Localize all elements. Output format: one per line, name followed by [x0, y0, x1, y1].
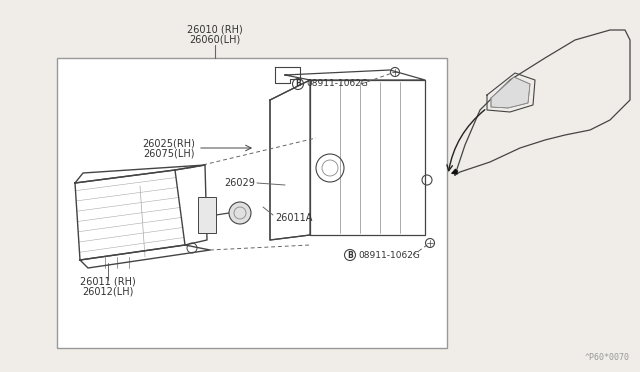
Text: 26029: 26029: [224, 178, 255, 188]
Bar: [198, 197, 216, 233]
Text: B: B: [295, 80, 301, 89]
Text: 26075(LH): 26075(LH): [143, 148, 195, 158]
Text: 08911-1062G: 08911-1062G: [306, 80, 368, 89]
Polygon shape: [491, 77, 530, 108]
Text: 26025(RH): 26025(RH): [142, 138, 195, 148]
Text: 26011A: 26011A: [275, 213, 312, 223]
Text: 26011 (RH): 26011 (RH): [80, 277, 136, 287]
Text: B: B: [347, 250, 353, 260]
Text: 26012(LH): 26012(LH): [83, 287, 134, 297]
Text: 26060(LH): 26060(LH): [189, 35, 241, 45]
Circle shape: [229, 202, 251, 224]
Text: ^P60*0070: ^P60*0070: [585, 353, 630, 362]
Text: 26010 (RH): 26010 (RH): [187, 25, 243, 35]
Bar: [57, 58, 447, 348]
Text: 08911-1062G: 08911-1062G: [358, 250, 420, 260]
